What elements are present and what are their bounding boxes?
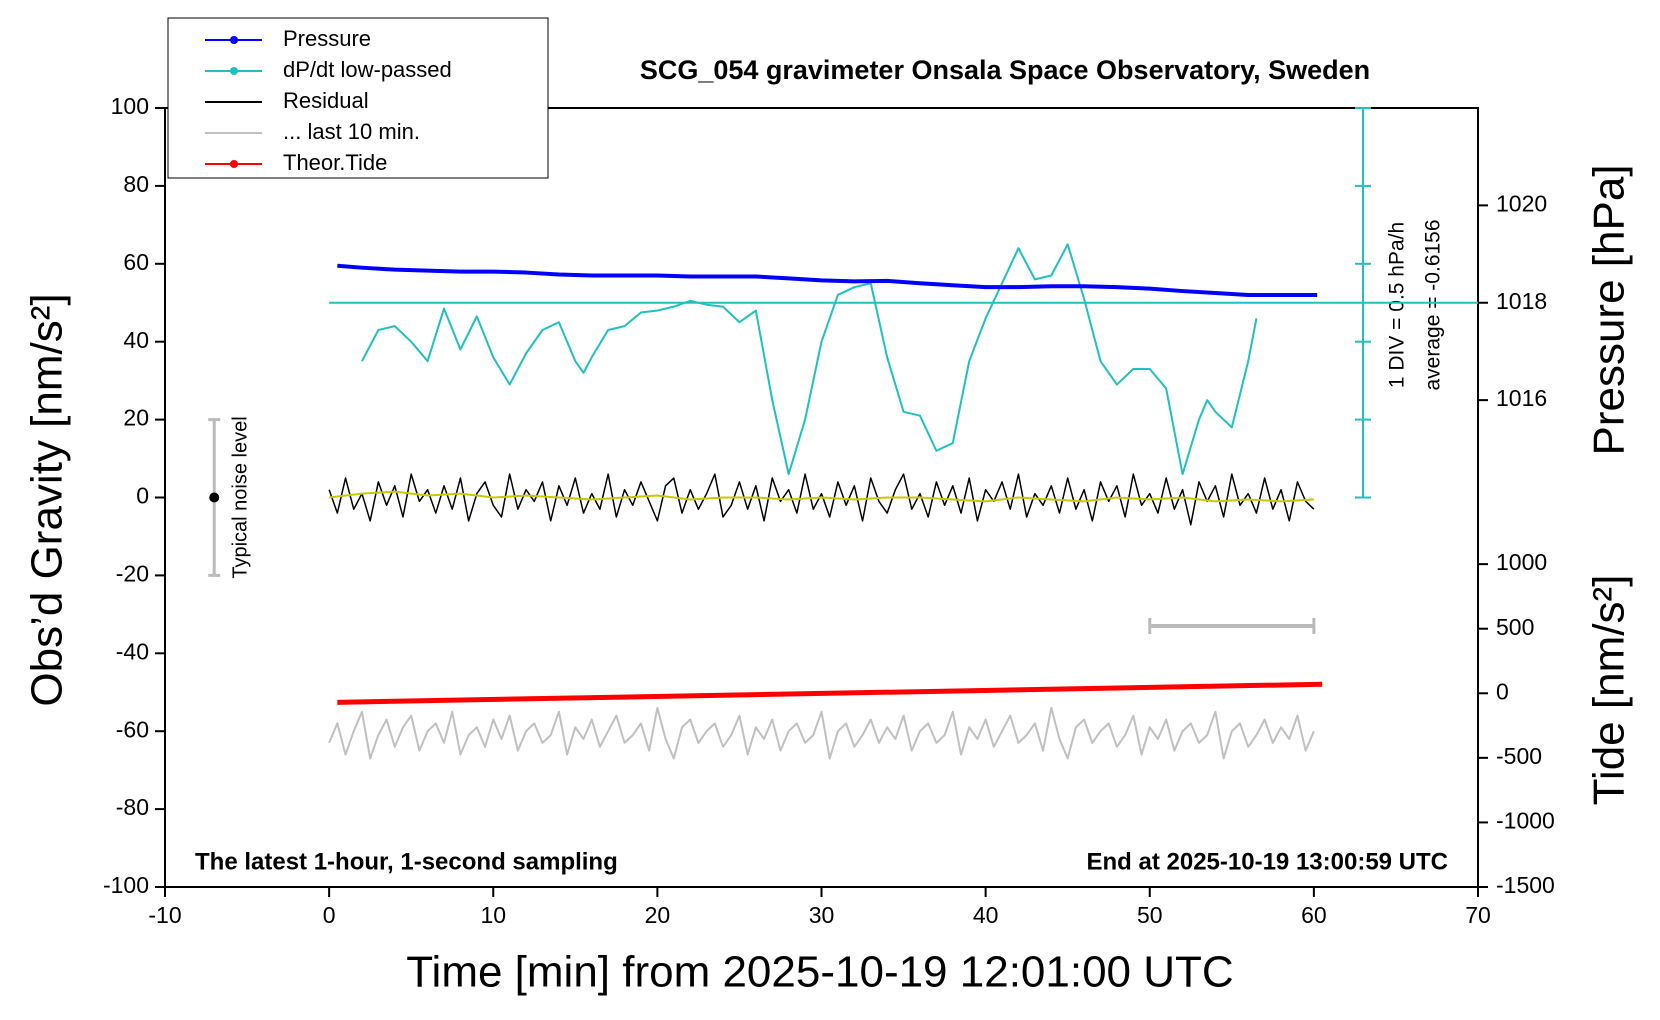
y-tick-label: -60 [116,716,149,742]
x-tick-label: 40 [973,902,999,928]
series-line [328,473,1315,526]
y-tick-label: 1018 [1496,288,1547,314]
y-tick-label: 1016 [1496,385,1547,411]
y-tick-label: -80 [116,794,149,820]
x-axis-title: Time [min] from 2025-10-19 12:01:00 UTC [406,948,1233,997]
y-tick-label: -100 [103,872,149,898]
series-line [361,243,1258,476]
legend-marker [230,36,238,44]
x-tick-label: 60 [1301,902,1327,928]
y-axis-title: Obs’d Gravity [nm/s²] [23,293,72,706]
series-line [337,681,1323,705]
annotation: average = -0.6156 [1422,219,1445,390]
legend-label: dP/dt low-passed [283,57,452,82]
y-tick-label: 40 [123,327,149,353]
x-tick-label: 30 [809,902,835,928]
legend-label: Theor.Tide [283,150,387,175]
annotation: End at 2025-10-19 13:00:59 UTC [1087,848,1449,875]
y-tick-label: -40 [116,638,149,664]
legend-box [167,17,549,179]
x-tick-label: 50 [1137,902,1163,928]
legend-label: Pressure [283,26,371,51]
legend-marker [230,160,238,168]
y-tick-label: 1020 [1496,190,1547,216]
series-line [329,490,1314,503]
y-tick-label: -20 [116,560,149,586]
legend-marker [230,67,238,75]
y-tick-label: 100 [111,93,149,119]
annotation: The latest 1-hour, 1-second sampling [195,848,618,875]
y3-axis-title: Tide [nm/s²] [1585,575,1634,806]
x-tick-label: 70 [1465,902,1491,928]
y-tick-label: 60 [123,249,149,275]
y-tick-label: -500 [1496,743,1542,769]
y2-axis-title: Pressure [hPa] [1585,164,1634,455]
x-tick-label: -10 [148,902,181,928]
legend-label: Residual [283,88,369,113]
y-tick-label: 0 [1496,678,1509,704]
legend-label: ... last 10 min. [283,119,420,144]
y-tick-label: 0 [136,483,149,509]
noise-center [209,492,220,503]
y-tick-label: 1000 [1496,549,1547,575]
chart-title: SCG_054 gravimeter Onsala Space Observat… [640,55,1370,85]
x-tick-label: 0 [323,902,336,928]
y-tick-label: 500 [1496,614,1534,640]
series-line [337,263,1318,297]
annotation: 1 DIV = 0.5 hPa/h [1386,222,1409,388]
x-tick-label: 20 [645,902,671,928]
x-tick-label: 10 [480,902,506,928]
y-tick-label: -1500 [1496,872,1555,898]
noise-label: Typical noise level [230,416,252,578]
y-tick-label: 80 [123,171,149,197]
y-tick-label: 20 [123,405,149,431]
y-tick-label: -1000 [1496,808,1555,834]
series-line [328,706,1315,760]
